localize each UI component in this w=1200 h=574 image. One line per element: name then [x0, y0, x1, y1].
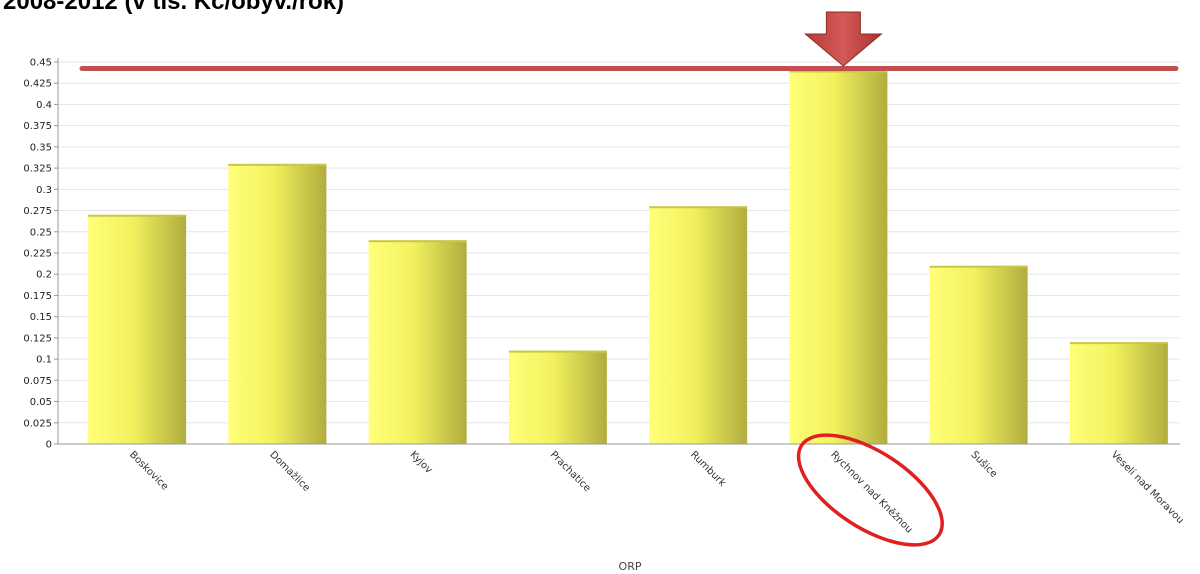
- x-category-labels: Boskovice Domažlice Kyjov Prachatice Rumburk…: [127, 449, 1186, 536]
- annotations: [79, 11, 1179, 547]
- chart-title: 2008-2012 (v tis. Kč/obyv./rok): [3, 0, 345, 15]
- y-tick-label: 0.025: [23, 418, 52, 429]
- bar: [508, 350, 607, 444]
- bar: [1069, 342, 1168, 444]
- y-tick-label: 0.125: [23, 333, 52, 344]
- y-tick-label: 0.275: [23, 206, 52, 217]
- bars: [88, 70, 1168, 444]
- y-tick-label: 0.175: [23, 291, 52, 302]
- bar: [929, 265, 1028, 444]
- y-tick-label: 0.225: [23, 249, 52, 260]
- bar: [368, 240, 467, 444]
- axes: [57, 58, 1180, 445]
- bar: [649, 206, 748, 444]
- x-category-label: Domažlice: [267, 449, 312, 494]
- y-tick-label: 0.05: [30, 397, 52, 408]
- x-category-label: Boskovice: [127, 449, 170, 492]
- y-tick-labels: 0 0.025 0.05 0.075 0.1 0.125 0.15 0.175 0.2 0.225…: [23, 58, 58, 451]
- y-tick-label: 0.25: [30, 227, 52, 238]
- y-tick-label: 0.45: [30, 58, 52, 69]
- y-tick-label: 0.375: [23, 121, 52, 132]
- down-arrow-icon: [804, 11, 883, 67]
- bar: [789, 70, 888, 444]
- y-tick-label: 0.15: [30, 312, 52, 323]
- y-tick-label: 0.325: [23, 164, 52, 175]
- y-tick-label: 0: [46, 440, 52, 451]
- x-category-label: Veselí nad Moravou: [1109, 449, 1187, 527]
- x-category-label: Rychnov nad Kněžnou: [828, 449, 915, 536]
- x-axis-title: ORP: [619, 560, 642, 573]
- y-tick-label: 0.3: [36, 185, 52, 196]
- highlight-ellipse: [796, 433, 944, 547]
- x-category-label: Prachatice: [548, 449, 593, 494]
- y-tick-label: 0.1: [36, 355, 52, 366]
- bar: [88, 214, 187, 444]
- y-tick-label: 0.075: [23, 376, 52, 387]
- y-tick-label: 0.4: [36, 100, 52, 111]
- x-category-label: Kyjov: [408, 449, 435, 476]
- x-category-label: Rumburk: [688, 449, 728, 489]
- bar: [228, 163, 327, 444]
- y-tick-label: 0.2: [36, 270, 52, 281]
- y-tick-label: 0.425: [23, 79, 52, 90]
- x-category-label: Sušice: [969, 449, 1000, 480]
- y-tick-label: 0.35: [30, 142, 52, 153]
